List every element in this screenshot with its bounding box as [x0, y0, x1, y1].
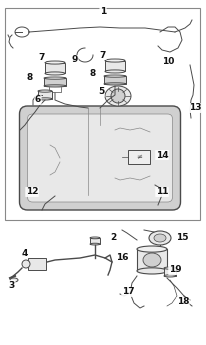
Ellipse shape — [148, 231, 170, 245]
Bar — [44, 78, 66, 86]
Bar — [28, 258, 46, 270]
Bar — [104, 60, 124, 71]
Text: 17: 17 — [121, 287, 134, 296]
Text: 14: 14 — [155, 150, 167, 159]
Ellipse shape — [104, 70, 124, 73]
Ellipse shape — [104, 86, 130, 106]
Bar — [127, 150, 149, 164]
Text: 1: 1 — [99, 8, 106, 17]
Text: 5: 5 — [97, 88, 104, 97]
Bar — [38, 91, 52, 99]
Ellipse shape — [142, 253, 160, 267]
Text: 11: 11 — [155, 187, 167, 197]
Text: 7: 7 — [39, 52, 45, 61]
Ellipse shape — [103, 75, 125, 77]
Text: 7: 7 — [99, 50, 106, 59]
Text: 2: 2 — [109, 234, 116, 243]
Text: 8: 8 — [89, 69, 96, 79]
Bar — [103, 76, 125, 84]
Text: 18: 18 — [176, 297, 188, 306]
Ellipse shape — [44, 85, 66, 87]
Text: 16: 16 — [115, 254, 128, 263]
Ellipse shape — [45, 61, 65, 64]
Text: 4: 4 — [22, 248, 28, 257]
Circle shape — [110, 89, 124, 103]
Ellipse shape — [90, 237, 99, 239]
Text: 15: 15 — [175, 233, 187, 241]
Ellipse shape — [44, 77, 66, 79]
Bar — [163, 268, 175, 276]
Bar — [45, 62, 65, 73]
Ellipse shape — [136, 268, 166, 274]
Ellipse shape — [153, 234, 165, 242]
Text: 3: 3 — [9, 280, 15, 289]
Text: 8: 8 — [27, 73, 33, 82]
Ellipse shape — [90, 243, 99, 245]
Ellipse shape — [163, 267, 175, 269]
Ellipse shape — [38, 98, 52, 100]
Ellipse shape — [163, 275, 175, 277]
Ellipse shape — [45, 72, 65, 75]
Text: 12: 12 — [26, 187, 38, 197]
Ellipse shape — [10, 278, 18, 282]
FancyBboxPatch shape — [27, 114, 172, 202]
Ellipse shape — [104, 59, 124, 62]
Text: 10: 10 — [161, 58, 173, 67]
Ellipse shape — [103, 83, 125, 85]
FancyBboxPatch shape — [19, 106, 180, 210]
Ellipse shape — [136, 246, 166, 252]
Text: ≠: ≠ — [135, 154, 141, 160]
Text: 9: 9 — [71, 56, 78, 65]
Text: 19: 19 — [168, 266, 180, 275]
Bar — [5, 8, 199, 220]
Bar — [90, 238, 99, 244]
Circle shape — [22, 260, 30, 268]
Bar — [136, 249, 166, 271]
Ellipse shape — [38, 90, 52, 92]
Text: 13: 13 — [188, 104, 200, 112]
Text: 6: 6 — [35, 96, 41, 105]
